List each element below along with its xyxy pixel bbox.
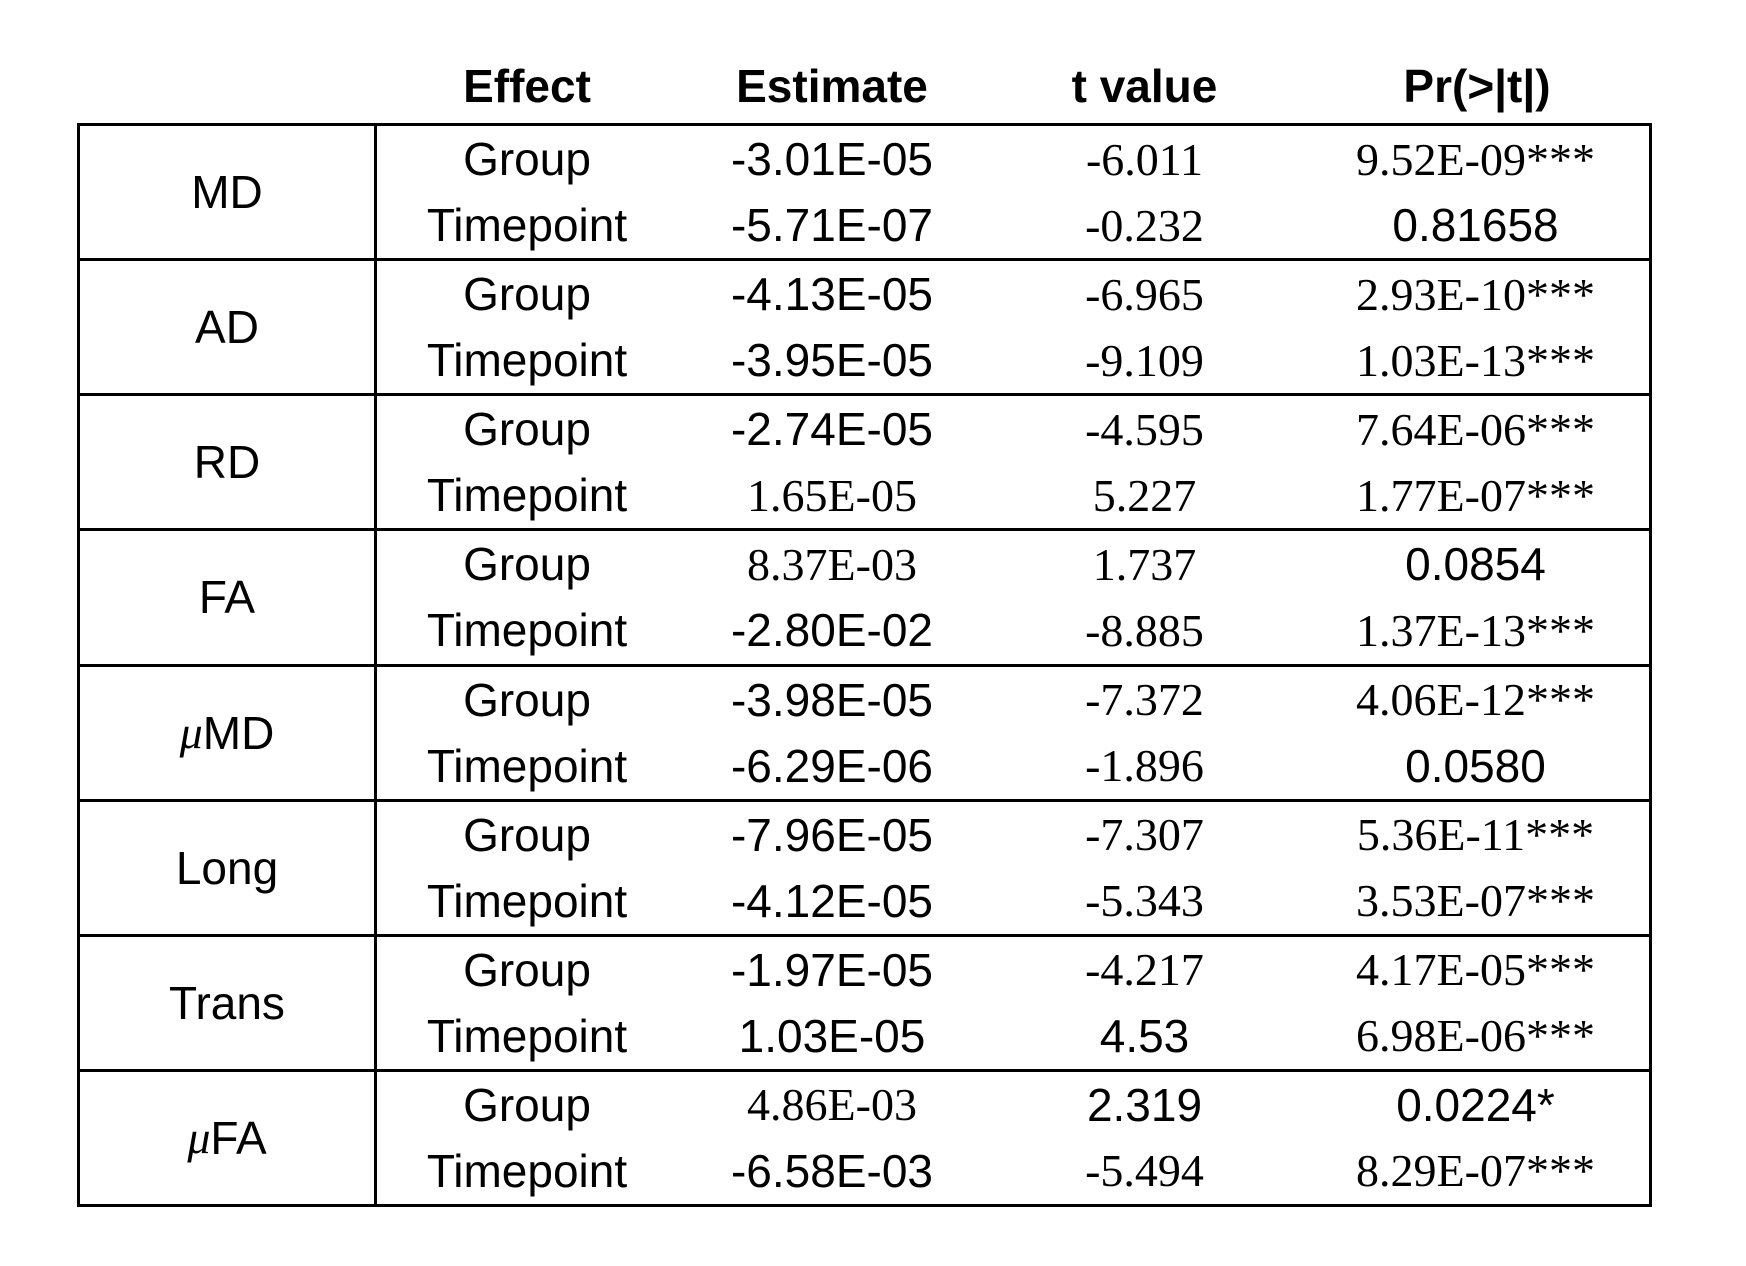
cell-pr: 7.64E-06*** — [1356, 403, 1595, 455]
cell-t-value: -4.595 — [1085, 403, 1204, 455]
cell-estimate: -2.80E-02 — [730, 604, 933, 657]
cell-estimate: -2.74E-05 — [730, 403, 933, 456]
statistics-table: Effect Estimate t value Pr(>|t|) MD Group… — [77, 48, 1652, 1207]
cell-estimate: -6.58E-03 — [730, 1144, 933, 1197]
cell-pr: 6.98E-06*** — [1356, 1010, 1595, 1062]
cell-effect: Timepoint — [426, 469, 628, 522]
cell-t-value: -1.896 — [1085, 740, 1204, 792]
table-header-row: Effect Estimate t value Pr(>|t|) — [77, 48, 1652, 123]
metric-label: Long — [80, 801, 377, 934]
cell-estimate: 1.65E-05 — [747, 469, 917, 521]
cell-effect: Group — [463, 943, 591, 996]
metric-group: μ MD Group -3.98E-05 -7.372 4.06E-12*** Timepo… — [80, 663, 1649, 799]
cell-effect: Group — [463, 268, 591, 321]
cell-pr: 0.0854 — [1405, 538, 1546, 591]
cell-estimate: -1.97E-05 — [730, 943, 933, 996]
cell-pr: 0.0580 — [1405, 739, 1546, 792]
metric-label: MD — [80, 126, 377, 259]
col-header-effect: Effect — [463, 59, 591, 112]
metric-group: μ FA Group 4.86E-03 2.319 0.0224* Timepoint -6.… — [80, 1068, 1649, 1204]
cell-effect: Group — [463, 673, 591, 726]
mu-symbol: μ — [187, 1112, 211, 1164]
cell-pr: 9.52E-09*** — [1356, 133, 1595, 185]
cell-effect: Timepoint — [426, 199, 628, 252]
cell-effect: Timepoint — [426, 604, 628, 657]
cell-effect: Group — [463, 133, 591, 186]
cell-t-value: -6.965 — [1085, 268, 1204, 320]
cell-pr: 1.77E-07*** — [1356, 469, 1595, 521]
metric-group: AD Group -4.13E-05 -6.965 2.93E-10*** Timepoi… — [80, 258, 1649, 394]
cell-t-value: -5.494 — [1085, 1145, 1204, 1197]
cell-estimate: 4.86E-03 — [747, 1079, 917, 1131]
cell-effect: Timepoint — [426, 334, 628, 387]
cell-pr: 1.03E-13*** — [1356, 334, 1595, 386]
cell-t-value: 5.227 — [1092, 469, 1197, 521]
col-header-pr: Pr(>|t|) — [1403, 59, 1551, 112]
cell-estimate: -4.12E-05 — [730, 874, 933, 927]
cell-pr: 3.53E-07*** — [1356, 875, 1595, 927]
cell-effect: Group — [463, 403, 591, 456]
cell-t-value: -9.109 — [1085, 334, 1204, 386]
metric-label: Trans — [80, 936, 377, 1069]
cell-pr: 1.37E-13*** — [1356, 604, 1595, 656]
cell-effect: Group — [463, 1078, 591, 1131]
cell-estimate: 1.03E-05 — [738, 1009, 926, 1062]
cell-pr: 4.17E-05*** — [1356, 944, 1595, 996]
cell-t-value: 4.53 — [1099, 1009, 1190, 1062]
cell-effect: Timepoint — [426, 1009, 628, 1062]
cell-estimate: -7.96E-05 — [730, 808, 933, 861]
header-spacer — [77, 48, 377, 123]
cell-t-value: -0.232 — [1085, 199, 1204, 251]
cell-t-value: 1.737 — [1092, 538, 1197, 590]
mu-symbol: μ — [179, 707, 203, 759]
col-header-tvalue: t value — [1071, 59, 1218, 112]
metric-label: AD — [80, 261, 377, 394]
cell-pr: 2.93E-10*** — [1356, 268, 1595, 320]
cell-t-value: -5.343 — [1085, 875, 1204, 927]
table-body: MD Group -3.01E-05 -6.011 9.52E-09*** Timepoi… — [77, 123, 1652, 1207]
cell-estimate: -6.29E-06 — [730, 739, 933, 792]
cell-estimate: -5.71E-07 — [730, 199, 933, 252]
cell-effect: Group — [463, 538, 591, 591]
cell-t-value: -8.885 — [1085, 604, 1204, 656]
metric-group: Long Group -7.96E-05 -7.307 5.36E-11*** Timep… — [80, 798, 1649, 934]
cell-pr: 8.29E-07*** — [1356, 1145, 1595, 1197]
cell-pr: 4.06E-12*** — [1356, 674, 1595, 726]
cell-estimate: -3.98E-05 — [730, 673, 933, 726]
cell-t-value: -4.217 — [1085, 944, 1204, 996]
metric-label: μ MD — [80, 666, 377, 799]
cell-t-value: -6.011 — [1085, 133, 1204, 185]
cell-effect: Group — [463, 808, 591, 861]
col-header-estimate: Estimate — [736, 59, 928, 112]
cell-t-value: 2.319 — [1086, 1078, 1203, 1131]
cell-estimate: 8.37E-03 — [747, 538, 917, 590]
cell-pr: 0.0224* — [1396, 1078, 1555, 1131]
cell-estimate: -4.13E-05 — [730, 268, 933, 321]
cell-t-value: -7.307 — [1085, 809, 1204, 861]
cell-pr: 5.36E-11*** — [1356, 809, 1595, 861]
metric-group: Trans Group -1.97E-05 -4.217 4.17E-05*** Time… — [80, 933, 1649, 1069]
metric-group: RD Group -2.74E-05 -4.595 7.64E-06*** Timepoi… — [80, 393, 1649, 529]
cell-estimate: -3.95E-05 — [730, 334, 933, 387]
cell-effect: Timepoint — [426, 739, 628, 792]
cell-pr: 0.81658 — [1392, 199, 1559, 252]
cell-effect: Timepoint — [426, 874, 628, 927]
metric-label: μ FA — [80, 1071, 377, 1204]
metric-label: RD — [80, 396, 377, 529]
cell-t-value: -7.372 — [1085, 674, 1204, 726]
cell-estimate: -3.01E-05 — [730, 133, 933, 186]
cell-effect: Timepoint — [426, 1144, 628, 1197]
metric-label: FA — [80, 531, 377, 664]
metric-group: FA Group 8.37E-03 1.737 0.0854 Timepoint -2.80… — [80, 528, 1649, 664]
metric-group: MD Group -3.01E-05 -6.011 9.52E-09*** Timepoi… — [80, 126, 1649, 259]
